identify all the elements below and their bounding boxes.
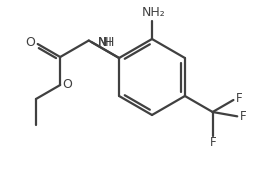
Text: N: N — [98, 36, 108, 49]
Text: N: N — [98, 36, 107, 48]
Text: O: O — [26, 37, 36, 49]
Text: O: O — [62, 79, 72, 91]
Text: H: H — [105, 36, 115, 49]
Text: NH₂: NH₂ — [142, 5, 166, 19]
Text: F: F — [210, 137, 217, 149]
Text: F: F — [236, 91, 243, 105]
Text: H: H — [103, 36, 112, 48]
Text: F: F — [240, 110, 246, 123]
